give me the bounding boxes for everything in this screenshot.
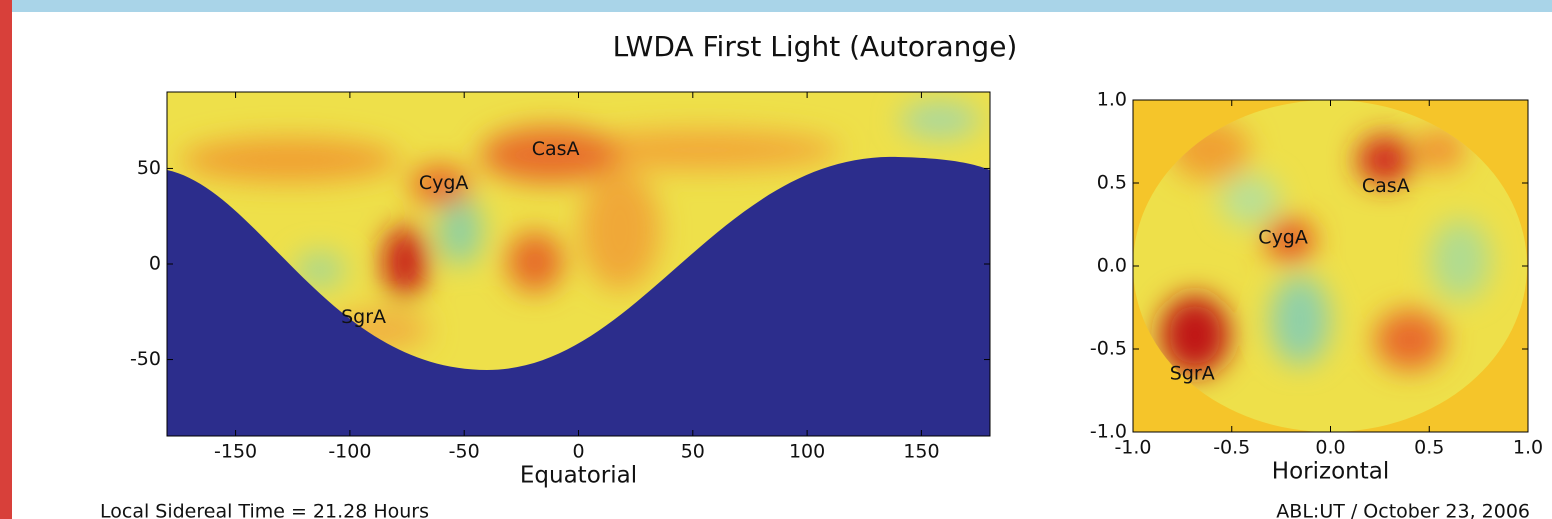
source-label: CasA bbox=[1362, 175, 1410, 197]
x-tick-label: -50 bbox=[449, 441, 480, 463]
x-axis-label: Equatorial bbox=[520, 463, 637, 489]
y-tick-label: -0.5 bbox=[1090, 338, 1127, 360]
figure: LWDA First Light (Autorange) bbox=[0, 0, 1552, 519]
source-label: CygA bbox=[1258, 226, 1308, 248]
y-tick-label: 50 bbox=[137, 157, 161, 179]
y-tick-label: -1.0 bbox=[1090, 421, 1127, 443]
source-label: CygA bbox=[419, 172, 469, 194]
x-tick-label: -150 bbox=[214, 441, 257, 463]
y-tick-label: -50 bbox=[130, 348, 161, 370]
y-tick-label: 0.0 bbox=[1097, 255, 1127, 277]
side-strip bbox=[0, 0, 12, 519]
x-tick-label: 1.0 bbox=[1513, 437, 1543, 459]
page: LWDA First Light (Autorange) bbox=[0, 0, 1552, 519]
x-tick-label: 50 bbox=[681, 441, 705, 463]
y-tick-label: 0.5 bbox=[1097, 172, 1127, 194]
y-tick-label: 0 bbox=[149, 253, 161, 275]
x-axis-label: Horizontal bbox=[1272, 459, 1389, 485]
x-tick-label: 0.0 bbox=[1315, 437, 1345, 459]
footer-right: ABL:UT / October 23, 2006 bbox=[1276, 501, 1530, 519]
source-label: SgrA bbox=[1170, 362, 1215, 384]
x-tick-label: 150 bbox=[903, 441, 939, 463]
source-label: SgrA bbox=[341, 306, 386, 328]
x-tick-label: -100 bbox=[328, 441, 371, 463]
footer-left: Local Sidereal Time = 21.28 Hours bbox=[100, 501, 429, 519]
x-tick-label: 100 bbox=[789, 441, 825, 463]
x-tick-label: -0.5 bbox=[1213, 437, 1250, 459]
x-tick-label: 0.5 bbox=[1414, 437, 1444, 459]
x-tick-label: 0 bbox=[572, 441, 584, 463]
source-label: CasA bbox=[532, 138, 580, 160]
y-tick-label: 1.0 bbox=[1097, 89, 1127, 111]
figure-title: LWDA First Light (Autorange) bbox=[613, 30, 1018, 63]
